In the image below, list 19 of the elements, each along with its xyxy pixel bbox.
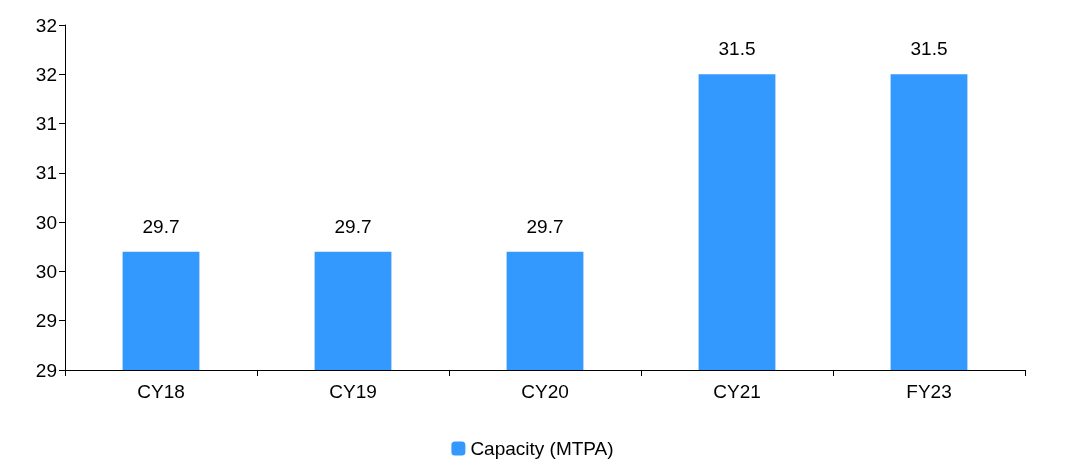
y-tick-label: 31 (35, 113, 57, 135)
y-tick-label: 29 (35, 310, 57, 332)
x-tick-label: CY21 (713, 381, 761, 402)
legend-label: Capacity (MTPA) (470, 438, 614, 459)
y-tick-label: 31 (35, 162, 57, 184)
y-tick-label: 32 (35, 14, 57, 36)
y-tick-label: 32 (35, 63, 57, 85)
data-label: 29.7 (334, 215, 372, 237)
x-tick-label: CY18 (137, 381, 185, 402)
x-tick-label: CY19 (329, 381, 377, 402)
data-label: 29.7 (526, 215, 564, 237)
y-tick-label: 29 (35, 359, 57, 381)
data-label: 31.5 (718, 38, 756, 60)
data-label: 31.5 (910, 38, 948, 60)
y-tick-label: 30 (35, 211, 57, 233)
y-tick-label: 30 (35, 260, 57, 282)
x-tick-label: CY20 (521, 381, 569, 402)
data-label: 29.7 (142, 215, 180, 237)
x-tick-label: FY23 (906, 381, 952, 402)
